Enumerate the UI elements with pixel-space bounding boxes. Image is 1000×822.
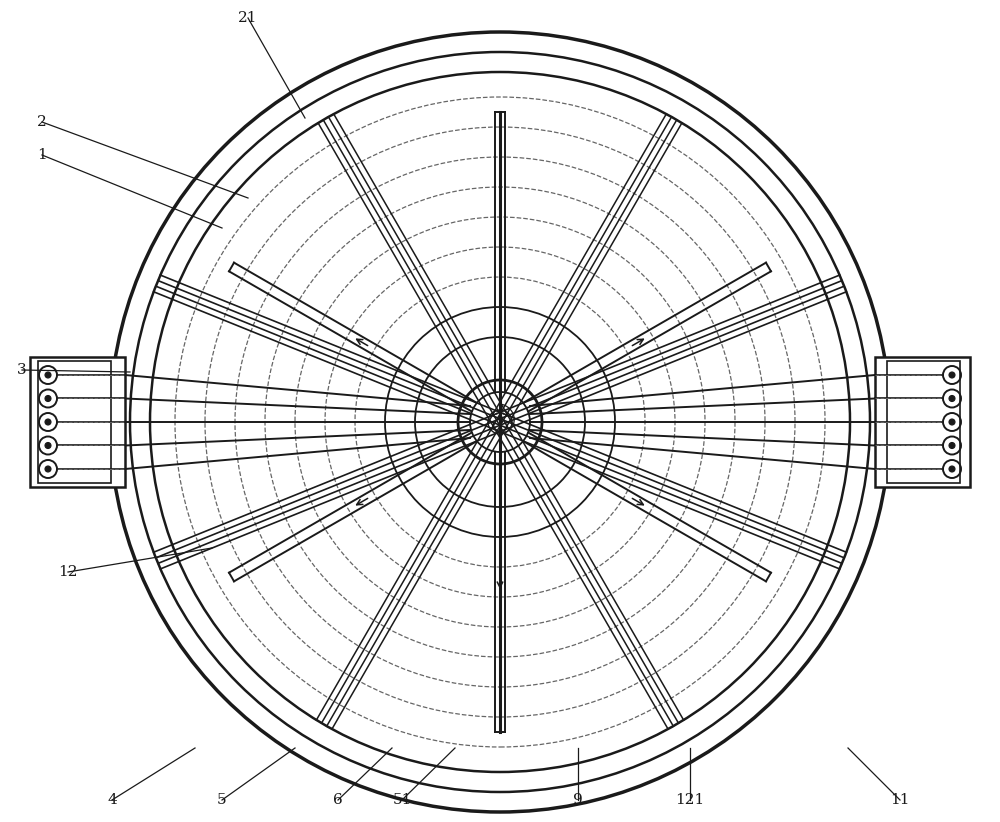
Circle shape — [45, 395, 51, 401]
Circle shape — [949, 372, 955, 378]
Text: 2: 2 — [37, 115, 47, 129]
Bar — [38, 361, 111, 483]
Circle shape — [45, 466, 51, 472]
Text: 5: 5 — [217, 793, 227, 807]
Bar — [887, 361, 960, 483]
Text: 3: 3 — [17, 363, 27, 377]
Bar — [875, 357, 970, 487]
Text: 6: 6 — [333, 793, 343, 807]
Circle shape — [949, 419, 955, 425]
Text: 4: 4 — [107, 793, 117, 807]
Circle shape — [949, 466, 955, 472]
Text: 121: 121 — [675, 793, 705, 807]
Bar — [30, 357, 125, 487]
Circle shape — [45, 372, 51, 378]
Text: 51: 51 — [392, 793, 412, 807]
Text: 12: 12 — [58, 565, 78, 579]
Text: 1: 1 — [37, 148, 47, 162]
Text: 21: 21 — [238, 11, 258, 25]
Circle shape — [45, 442, 51, 449]
Text: 11: 11 — [890, 793, 910, 807]
Circle shape — [949, 442, 955, 449]
Circle shape — [45, 419, 51, 425]
Text: 9: 9 — [573, 793, 583, 807]
Circle shape — [949, 395, 955, 401]
